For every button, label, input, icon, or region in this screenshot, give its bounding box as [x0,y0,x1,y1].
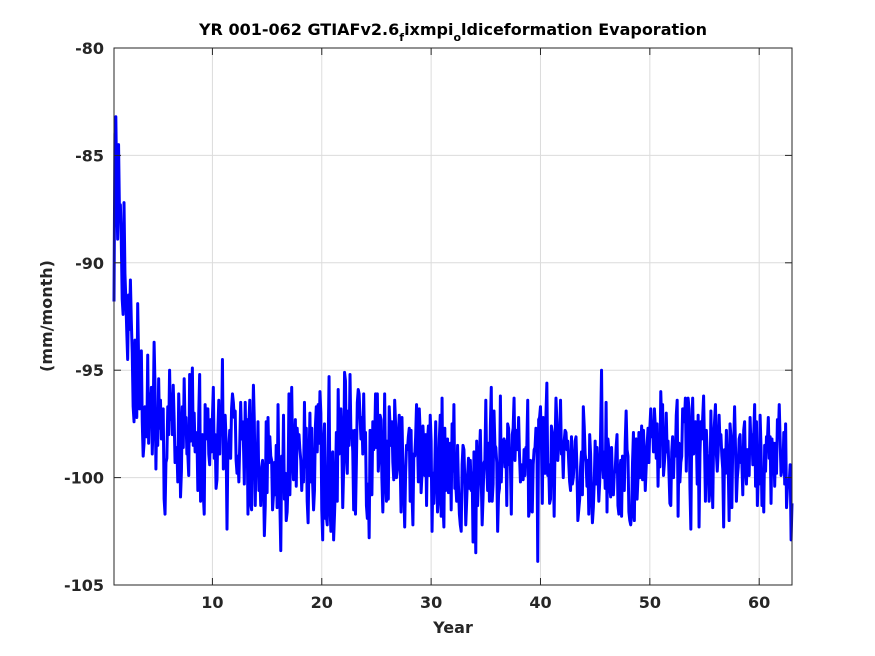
x-tick-label: 10 [201,593,223,612]
y-tick-label: -105 [64,576,104,595]
title-segment: ldiceformation Evaporation [461,20,707,39]
y-tick-label: -85 [75,146,104,165]
x-ticks: 10 20 30 40 50 60 [201,48,770,612]
y-ticks: -105 -100 -95 -90 -85 -80 [64,39,792,595]
y-axis-label: (mm/month) [37,260,56,372]
title-segment: ixmpi [404,20,453,39]
y-tick-label: -95 [75,361,104,380]
x-tick-label: 50 [639,593,661,612]
y-tick-label: -90 [75,254,104,273]
y-tick-label: -80 [75,39,104,58]
y-tick-label: -100 [64,469,104,488]
title-subscript: o [453,31,461,44]
axes-box [113,47,793,586]
x-tick-label: 60 [748,593,770,612]
x-tick-label: 40 [529,593,551,612]
x-axis-label: Year [432,618,473,637]
series-layer [112,115,794,563]
chart-title: YR 001-062 GTIAFv2.6fixmpioldiceformatio… [198,20,707,44]
x-tick-label: 30 [420,593,442,612]
series-line [112,115,794,563]
x-tick-label: 20 [311,593,333,612]
title-subscript: f [399,31,404,44]
title-segment: YR 001-062 GTIAFv2.6 [198,20,399,39]
